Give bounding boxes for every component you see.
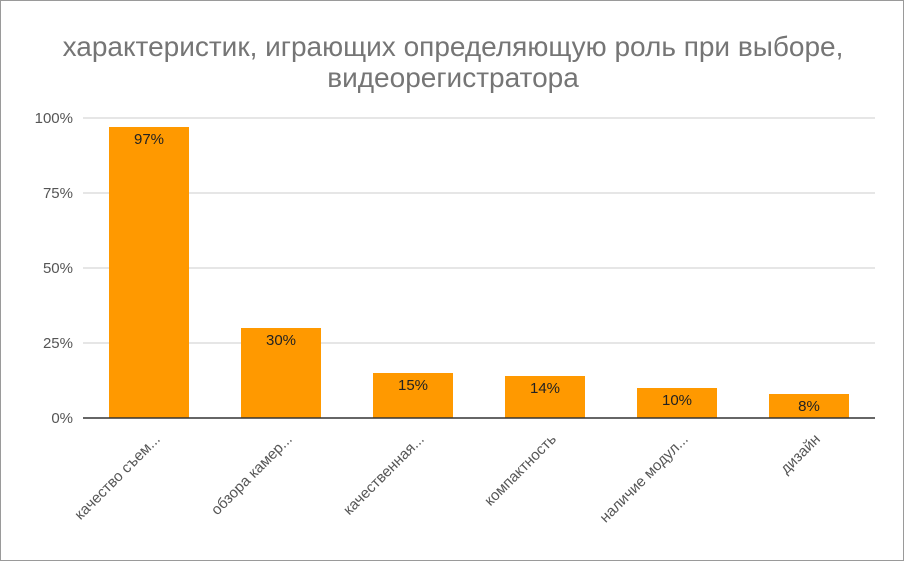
y-axis-ticks: 0% 25% 50% 75% 100% (35, 110, 73, 427)
bar (373, 373, 453, 418)
bar (505, 376, 585, 418)
y-tick-label: 100% (35, 110, 73, 127)
data-label: 14% (530, 380, 560, 397)
data-label: 97% (134, 131, 164, 148)
bar (637, 388, 717, 418)
category-label: наличие модул... (596, 431, 691, 526)
category-label: дизайн (777, 431, 824, 478)
y-tick-label: 25% (43, 335, 73, 352)
bars (109, 127, 849, 418)
data-label: 30% (266, 332, 296, 349)
data-labels: 97% 30% 15% 14% 10% 8% (134, 131, 820, 415)
data-label: 10% (662, 392, 692, 409)
category-label: качественная... (340, 431, 428, 519)
category-label: компактность (481, 431, 560, 510)
bar (109, 127, 189, 418)
category-label: обзора камер... (208, 431, 296, 519)
y-tick-label: 50% (43, 260, 73, 277)
bar (769, 394, 849, 418)
data-label: 15% (398, 377, 428, 394)
bar (241, 328, 321, 418)
chart-title: характеристик, играющих определяющую рол… (62, 31, 844, 93)
category-label: качество съем... (71, 431, 163, 523)
data-label: 8% (798, 398, 820, 415)
category-labels: качество съем... обзора камер... качествен… (71, 431, 823, 527)
y-tick-label: 75% (43, 185, 73, 202)
gridlines (83, 117, 875, 344)
y-tick-label: 0% (51, 410, 73, 427)
